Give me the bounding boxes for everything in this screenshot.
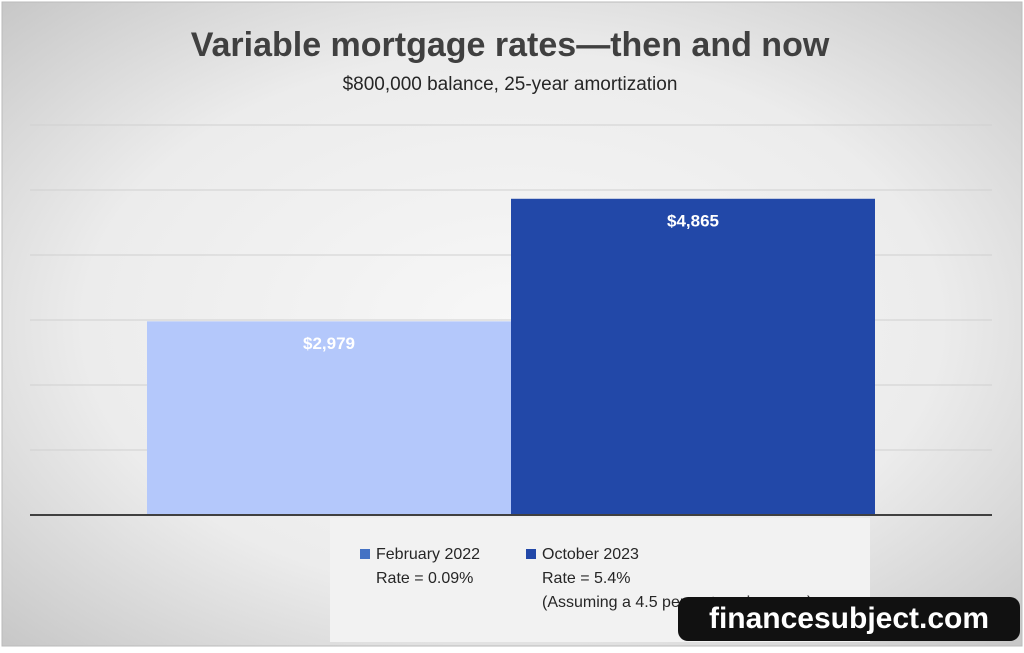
legend-label: February 2022	[376, 546, 480, 563]
legend-detail: Rate = 0.09%	[376, 570, 473, 587]
watermark: financesubject.com	[709, 602, 989, 635]
data-label: $2,979	[303, 334, 355, 353]
data-label: $4,865	[667, 211, 719, 230]
chart-subtitle: $800,000 balance, 25-year amortization	[343, 74, 678, 95]
legend-label: October 2023	[542, 546, 639, 563]
legend-swatch	[526, 549, 536, 559]
watermark-box	[678, 597, 1020, 641]
legend-detail: Rate = 5.4%	[542, 570, 631, 587]
bar	[511, 198, 875, 515]
chart-title: Variable mortgage rates—then and now	[191, 26, 830, 64]
bar	[147, 321, 511, 515]
legend-swatch	[360, 549, 370, 559]
